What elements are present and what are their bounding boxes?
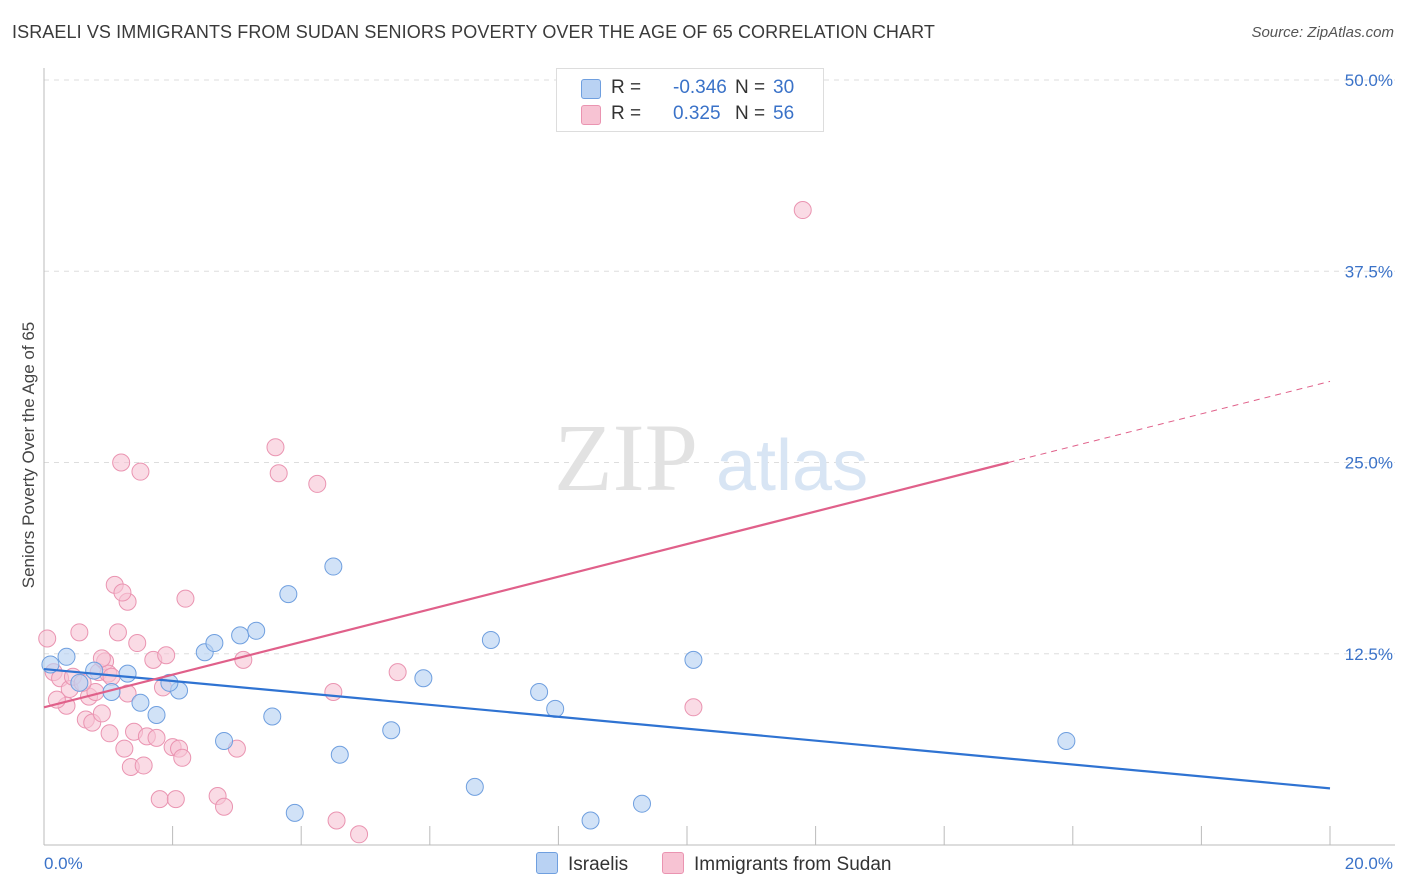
sudan-point [684, 698, 703, 717]
israelis-point [118, 664, 137, 683]
sudan-trend-line [43, 461, 1009, 709]
israelis-point [131, 693, 150, 712]
sudan-point [324, 683, 343, 701]
sudan-point [308, 474, 327, 493]
y-tick-label: 12.5% [1345, 645, 1393, 664]
sudan-point [176, 589, 195, 608]
n-value: 56 [773, 103, 795, 124]
israelis-point [324, 557, 343, 576]
sudan-point [350, 825, 369, 844]
israelis-point [57, 647, 76, 666]
sudan-swatch [662, 852, 684, 874]
watermark-atlas: atlas [716, 426, 868, 506]
sudan-point [215, 797, 234, 816]
r-value: -0.346 [673, 77, 727, 98]
watermark: ZIP atlas [554, 404, 868, 511]
legend-item-israelis[interactable]: Israelis [536, 852, 628, 876]
sudan-point [112, 453, 131, 472]
series-israelis [41, 557, 1076, 830]
correlation-legend: R = -0.346 N = 30 R = 0.325 N = 56 [556, 68, 824, 132]
israelis-trend-line [43, 667, 1331, 790]
sudan-point [234, 650, 253, 669]
israelis-point [481, 630, 500, 649]
x-tick-label: 0.0% [44, 854, 83, 873]
israelis-swatch [581, 79, 601, 99]
sudan-point [113, 583, 132, 602]
sudan-point [173, 748, 192, 767]
israelis-point [530, 683, 549, 701]
sudan-point [128, 634, 147, 653]
sudan-point [134, 756, 153, 775]
legend-item-sudan[interactable]: Immigrants from Sudan [662, 852, 891, 876]
sudan-point [70, 623, 89, 642]
israelis-point [684, 650, 703, 669]
israelis-point [581, 811, 600, 830]
gridlines [44, 79, 1395, 655]
israelis-point [160, 673, 179, 692]
israelis-point [632, 794, 651, 813]
israelis-point [465, 777, 484, 796]
sudan-point [166, 790, 185, 809]
israelis-point [263, 707, 282, 726]
israelis-swatch [536, 852, 558, 874]
israelis-point [279, 585, 298, 604]
n-label: N = [735, 103, 766, 124]
israelis-point [1057, 731, 1076, 750]
sudan-point [147, 728, 166, 747]
israelis-point [147, 705, 166, 724]
sudan-point [115, 739, 134, 758]
israelis-point [247, 621, 266, 640]
legend-label: Israelis [568, 854, 629, 875]
source-credit: Source: ZipAtlas.com [1251, 24, 1394, 41]
r-value: 0.325 [673, 103, 721, 124]
n-value: 30 [773, 77, 795, 98]
x-tick-labels: 0.0% 20.0% [44, 854, 1393, 873]
series-immigrants-from-sudan [38, 201, 812, 844]
n-label: N = [735, 77, 766, 98]
chart-title: ISRAELI VS IMMIGRANTS FROM SUDAN SENIORS… [12, 22, 936, 42]
israelis-point [330, 745, 349, 764]
sudan-point [266, 438, 285, 457]
israelis-point [70, 673, 89, 692]
sudan-point [327, 811, 346, 830]
sudan-point [388, 663, 407, 682]
sudan-trend-extension [1008, 380, 1331, 463]
israelis-point [414, 669, 433, 688]
trend-lines [43, 380, 1331, 790]
r-label: R = [611, 77, 642, 98]
sudan-point [38, 629, 57, 648]
sudan-point [108, 623, 127, 642]
y-axis-label: Seniors Poverty Over the Age of 65 [19, 322, 38, 588]
israelis-point [85, 661, 104, 680]
axes [43, 68, 1395, 846]
sudan-point [100, 724, 119, 743]
sudan-point [150, 790, 169, 809]
y-tick-label: 25.0% [1345, 454, 1393, 473]
israelis-point [205, 634, 224, 653]
israelis-point [382, 721, 401, 740]
sudan-point [793, 201, 812, 220]
y-tick-label: 37.5% [1345, 262, 1393, 281]
sudan-swatch [581, 105, 601, 125]
x-tick-label: 20.0% [1345, 854, 1393, 873]
sudan-point [131, 462, 150, 481]
r-label: R = [611, 103, 642, 124]
watermark-zip: ZIP [554, 404, 698, 511]
sudan-point [269, 464, 288, 483]
israelis-point [215, 731, 234, 750]
y-tick-label: 50.0% [1345, 71, 1393, 90]
sudan-point [92, 704, 111, 723]
israelis-point [231, 626, 250, 645]
sudan-point [157, 646, 176, 665]
israelis-point [285, 803, 304, 822]
israelis-point [546, 699, 565, 718]
legend-label: Immigrants from Sudan [694, 854, 892, 875]
y-tick-labels: 12.5% 25.0% 37.5% 50.0% [1345, 71, 1393, 664]
